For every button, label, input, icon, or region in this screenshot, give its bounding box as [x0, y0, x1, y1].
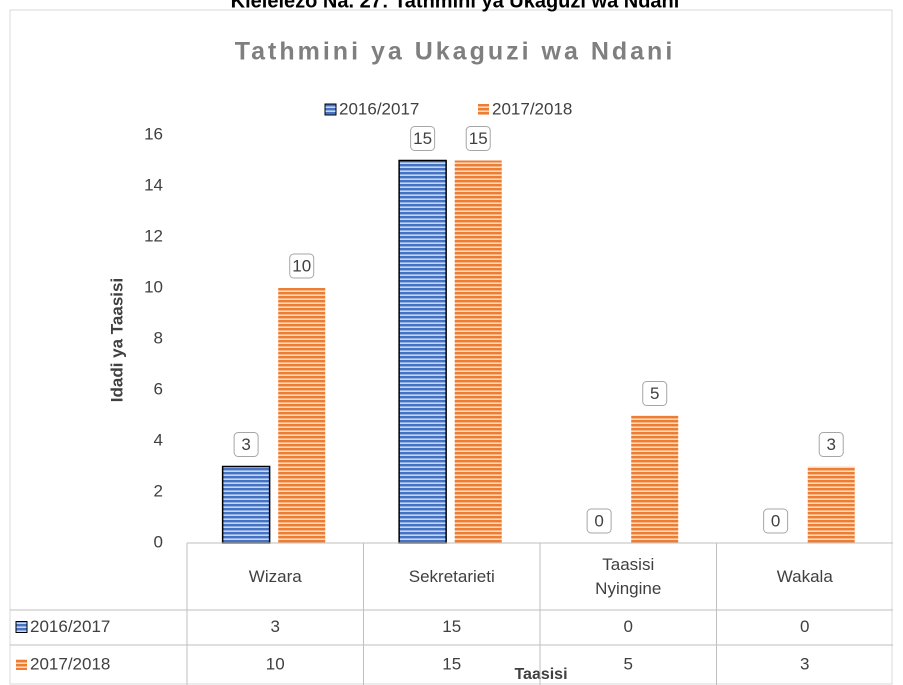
table-value: 0 — [800, 617, 809, 636]
data-label-box — [465, 126, 491, 151]
data-label-box — [586, 508, 612, 534]
x-axis-label: Taasisi — [514, 666, 567, 683]
data-label: 15 — [469, 129, 488, 148]
data-label-box — [289, 253, 315, 279]
table-legend-swatch — [15, 621, 28, 633]
data-label-box — [642, 381, 668, 406]
category-cell: Wizara — [248, 566, 302, 586]
table-value: 15 — [442, 654, 461, 673]
data-label: 0 — [594, 511, 603, 530]
table-series-name: 2016/2017 — [30, 617, 110, 636]
bar — [454, 160, 502, 543]
chart-border — [9, 9, 893, 685]
data-label-box — [233, 432, 259, 457]
table-value: 3 — [271, 617, 280, 636]
data-label-box — [410, 126, 436, 151]
data-label: 0 — [771, 511, 780, 530]
table-value: 10 — [266, 654, 285, 673]
chart-title: Tathmini ya Ukaguzi wa Ndani — [235, 38, 676, 66]
table-value: 3 — [800, 654, 809, 673]
bar — [631, 415, 679, 543]
y-tick-label: 0 — [154, 532, 163, 551]
data-label: 15 — [413, 129, 432, 148]
bar — [807, 466, 855, 543]
x-tick-label: Wizara — [248, 566, 302, 586]
y-tick-label: 4 — [154, 430, 163, 449]
category-cell: Wakala — [776, 566, 833, 586]
data-label-box — [818, 432, 844, 457]
table-value: 5 — [624, 654, 633, 673]
legend-swatch — [478, 104, 489, 115]
data-label: 5 — [650, 384, 659, 403]
x-tick-label: Sekretarieti — [408, 566, 495, 586]
bar — [278, 288, 326, 543]
y-tick-label: 16 — [144, 124, 163, 143]
table-legend-swatch — [16, 659, 27, 670]
bar — [398, 159, 447, 544]
bar — [221, 465, 271, 544]
y-axis-label: Idadi ya Taasisi — [107, 278, 126, 402]
y-tick-label: 14 — [144, 175, 163, 194]
y-tick-label: 10 — [144, 277, 163, 296]
y-tick-label: 6 — [154, 379, 163, 398]
legend-label: 2016/2017 — [339, 99, 419, 118]
x-tick-label: Wakala — [776, 566, 833, 586]
data-label: 3 — [241, 435, 250, 454]
y-tick-label: 12 — [144, 226, 163, 245]
category-cell: Taasisi Nyingine — [595, 554, 662, 598]
category-cell: Sekretarieti — [408, 566, 495, 586]
data-label: 3 — [826, 435, 835, 454]
table-value: 15 — [442, 617, 461, 636]
data-label: 10 — [292, 256, 311, 275]
legend-swatch — [324, 103, 337, 116]
data-label-box — [763, 508, 789, 534]
x-tick-label: Taasisi Nyingine — [595, 554, 662, 598]
heading: Kielelezo Na. 27: Tathmini ya Ukaguzi wa… — [231, 0, 680, 12]
y-tick-label: 2 — [154, 481, 163, 500]
table-value: 0 — [624, 617, 633, 636]
y-tick-label: 8 — [154, 328, 163, 347]
legend-label: 2017/2018 — [492, 99, 572, 118]
table-series-name: 2017/2018 — [30, 654, 110, 673]
